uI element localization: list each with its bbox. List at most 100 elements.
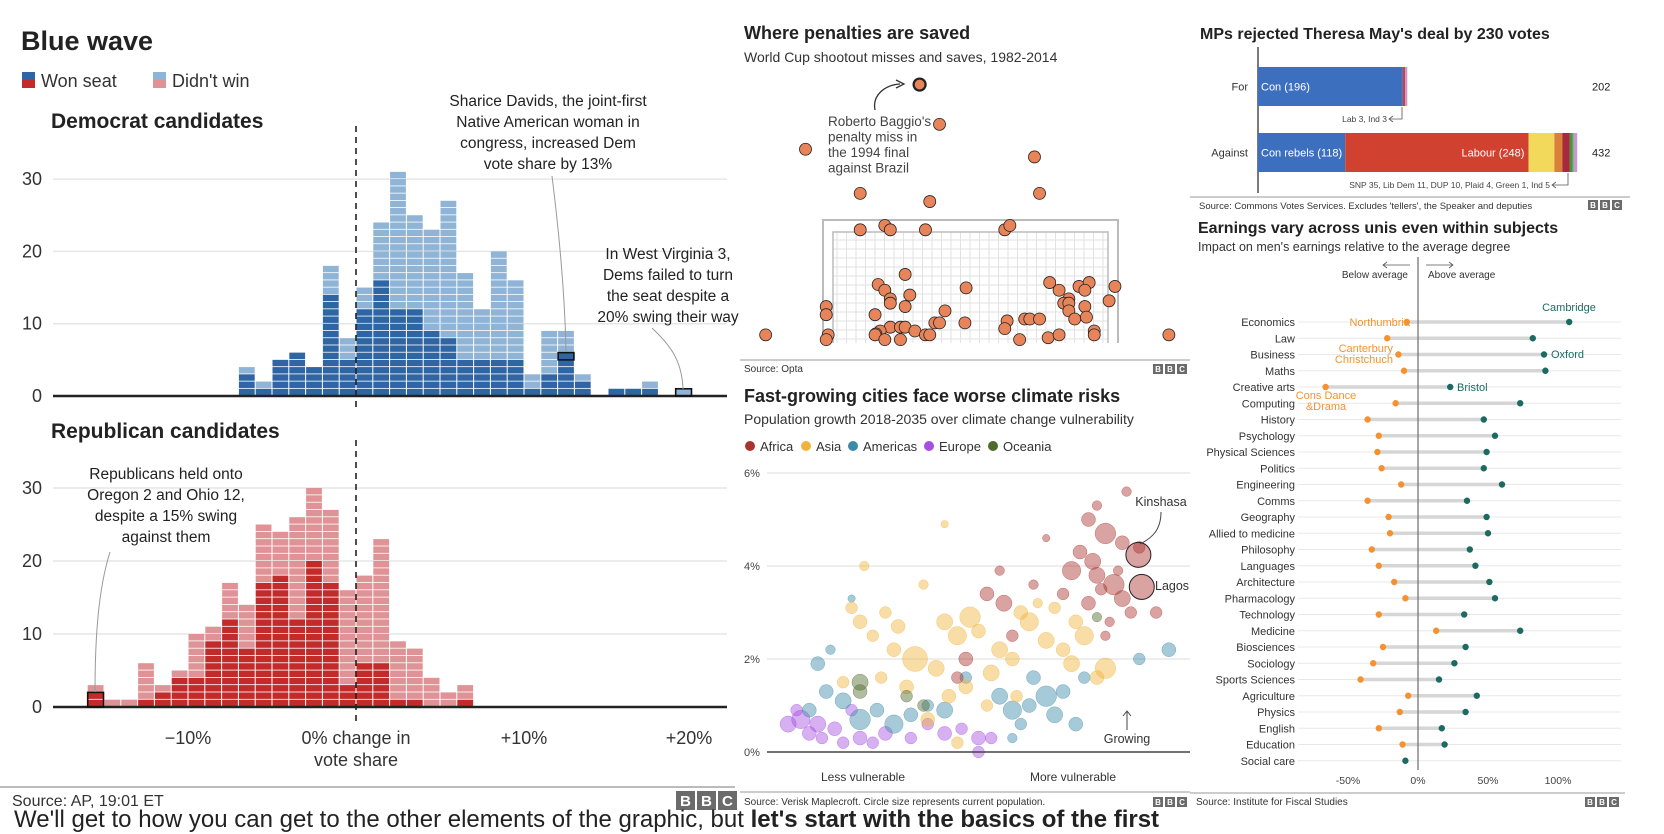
bar-won-unit: [339, 692, 356, 699]
bar-won-unit: [322, 685, 339, 692]
bar-didnt-win-unit: [171, 670, 188, 677]
high-uni-dot: [1491, 432, 1499, 439]
penalty-point: [1052, 283, 1066, 297]
bar-didnt-win-unit: [474, 338, 490, 345]
bar-didnt-win-unit: [339, 590, 356, 597]
low-uni-dot: [1375, 611, 1383, 618]
city-bubble-asia: [902, 646, 928, 672]
bar-won-unit: [373, 685, 390, 692]
y-tick-label: 30: [22, 478, 42, 498]
bar-didnt-win-unit: [322, 524, 339, 531]
bar-won-unit: [558, 367, 574, 374]
legend-label: Africa: [760, 439, 794, 454]
bar-won-unit: [205, 641, 222, 648]
subject-label: Creative arts: [1233, 382, 1296, 394]
bar-didnt-win-unit: [390, 280, 406, 287]
segment-label: Con (196): [1261, 82, 1310, 94]
low-uni-dot: [1375, 725, 1383, 732]
city-bubble-europe: [904, 731, 917, 745]
city-bubble-africa: [1113, 590, 1131, 607]
bar-won-unit: [272, 590, 289, 597]
bar-won-unit: [474, 359, 490, 367]
bar-won-unit: [406, 330, 423, 338]
bar-didnt-win-unit: [138, 692, 154, 699]
bar-didnt-win-unit: [507, 294, 524, 302]
penalty-point: [933, 117, 946, 131]
bar-didnt-win-unit: [406, 294, 423, 302]
low-uni-dot: [1399, 741, 1406, 748]
bar-didnt-win-unit: [339, 670, 356, 677]
bar-won-unit: [474, 367, 490, 374]
bar-didnt-win-unit: [390, 641, 406, 648]
bar-didnt-win-unit: [507, 287, 524, 294]
note-bracket: [1551, 173, 1569, 189]
bar-didnt-win-unit: [541, 359, 558, 367]
bar-won-unit: [322, 367, 339, 374]
annotation-text: vote share by 13%: [484, 156, 613, 173]
bar-won-unit: [205, 655, 222, 663]
bar-won-unit: [390, 316, 406, 323]
bar-didnt-win-unit: [238, 641, 255, 648]
bar-didnt-win-unit: [440, 244, 457, 251]
subject-label: Geography: [1241, 512, 1296, 524]
bar-didnt-win-unit: [423, 251, 440, 258]
subject-label: Languages: [1241, 561, 1296, 573]
bar-didnt-win-unit: [440, 258, 457, 266]
bar-won-unit: [322, 323, 339, 331]
bbc-logo-letter: B: [1599, 798, 1605, 807]
bar-didnt-win-unit: [406, 685, 423, 692]
bar-won-unit: [524, 388, 541, 396]
annotation-text: Republicans held onto: [89, 466, 242, 483]
bar-won-unit: [457, 381, 474, 388]
bar-won-unit: [457, 699, 474, 707]
bbc-logo-block: [1165, 797, 1175, 807]
bar-didnt-win-unit: [406, 265, 423, 273]
bar-won-unit: [390, 359, 406, 367]
annotation-cambridge: Cambridge: [1542, 302, 1596, 314]
penalty-point: [819, 308, 833, 322]
bar-didnt-win-unit: [390, 251, 406, 258]
bar-won-unit: [272, 367, 289, 374]
bar-won-unit: [205, 692, 222, 699]
annotation-text: 20% swing their way: [597, 309, 739, 326]
penalty-point: [1087, 328, 1101, 342]
bar-won-unit: [306, 582, 322, 590]
bar-won-unit: [154, 692, 171, 699]
bar-won-unit: [490, 359, 507, 367]
bar-won-unit: [440, 381, 457, 388]
x-tick-label: +20%: [666, 728, 713, 748]
bar-won-unit: [222, 655, 238, 663]
bar-won-unit: [356, 692, 373, 699]
bar-didnt-win-unit: [373, 648, 390, 656]
bar-won-unit: [558, 381, 574, 388]
city-bubble-asia: [1094, 657, 1116, 679]
bar-won-unit: [356, 323, 373, 331]
city-bubble-asia: [920, 712, 935, 727]
bar-didnt-win-unit: [306, 546, 322, 553]
bar-won-unit: [306, 374, 322, 381]
city-bubble-europe: [971, 730, 986, 746]
bar-won-unit: [222, 648, 238, 656]
bar-won-unit: [255, 655, 272, 663]
bar-won-unit: [272, 604, 289, 612]
bar-won-unit: [322, 582, 339, 590]
bar-won-unit: [272, 634, 289, 641]
bar-didnt-win-unit: [457, 685, 474, 692]
bar-didnt-win-unit: [390, 193, 406, 200]
bar-didnt-win-unit: [306, 524, 322, 531]
bar-segment-snp: [1528, 133, 1555, 172]
bar-won-unit: [306, 677, 322, 685]
bar-didnt-win-unit: [306, 502, 322, 510]
bar-didnt-win-unit: [390, 222, 406, 229]
bar-didnt-win-unit: [289, 612, 306, 619]
subject-label: Architecture: [1236, 577, 1295, 589]
bar-won-unit: [390, 345, 406, 352]
bar-won-unit: [222, 626, 238, 634]
bar-didnt-win-unit: [541, 352, 558, 360]
bar-didnt-win-unit: [457, 323, 474, 331]
bar-won-unit: [322, 641, 339, 648]
bar-didnt-win-unit: [440, 200, 457, 208]
city-bubble-asia: [951, 736, 964, 749]
bar-won-unit: [238, 692, 255, 699]
